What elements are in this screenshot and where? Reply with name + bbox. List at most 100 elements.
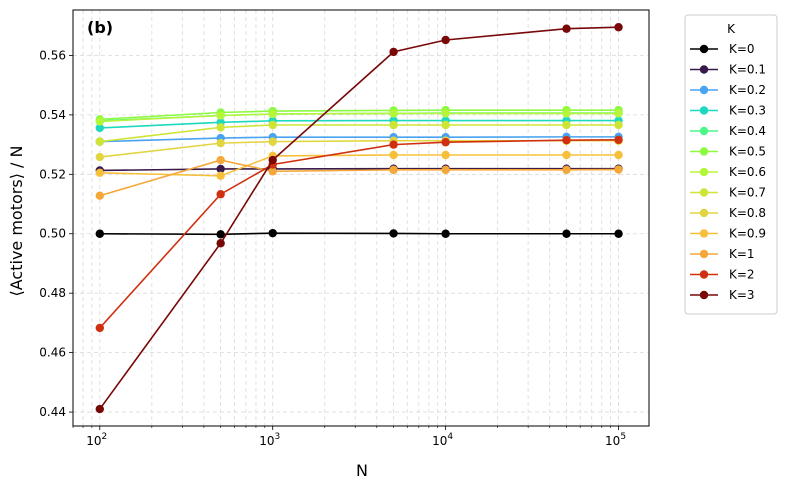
data-point-k-3 xyxy=(614,23,623,32)
y-axis-title: ⟨Active motors⟩ / N xyxy=(7,146,26,297)
legend-swatch-marker xyxy=(699,106,709,115)
legend-entry-k-0-1: K=0.1 xyxy=(690,63,766,77)
data-point-k-0 xyxy=(389,229,398,238)
y-tick-label: 0.44 xyxy=(39,405,66,419)
data-point-k-2 xyxy=(562,135,571,145)
data-point-k-0 xyxy=(614,229,623,238)
legend-label: K=1 xyxy=(729,247,755,261)
data-point-k-0-8 xyxy=(216,138,225,148)
data-point-k-0 xyxy=(216,230,225,239)
data-point-k-0-7 xyxy=(389,120,398,130)
grid xyxy=(72,10,649,426)
data-point-k-3 xyxy=(95,404,104,414)
x-tick-label-base: 10 xyxy=(259,434,274,448)
series-k-0-2 xyxy=(95,132,623,146)
data-point-k-0 xyxy=(441,229,450,238)
data-point-k-0-6 xyxy=(216,111,225,120)
data-point-k-0-1 xyxy=(216,164,225,174)
x-tick-label-base: 10 xyxy=(605,434,620,448)
data-point-k-1 xyxy=(216,155,225,165)
x-tick-label-exponent: 4 xyxy=(447,432,453,442)
legend-swatch-marker xyxy=(699,167,709,177)
legend-swatch-marker xyxy=(699,249,709,259)
legend-entries: K=0 K=0.1 K=0.2 K=0.3 K=0.4 K=0.5 K=0.6 K=0.7 K=… xyxy=(690,42,766,302)
y-tick-label: 0.56 xyxy=(39,48,66,62)
data-point-k-0-7 xyxy=(562,120,571,130)
legend-label: K=0.4 xyxy=(729,124,766,138)
y-tick-label: 0.50 xyxy=(39,227,66,241)
series-line-k-0 xyxy=(99,232,619,236)
data-point-k-3 xyxy=(441,35,450,45)
data-point-k-2 xyxy=(441,138,450,147)
data-point-k-0-7 xyxy=(268,120,277,130)
series-k-3 xyxy=(95,23,623,414)
legend-swatch-marker xyxy=(699,147,709,156)
legend-swatch-marker xyxy=(699,208,709,218)
legend-swatch-marker xyxy=(699,126,709,136)
x-axis-title: N xyxy=(356,461,368,480)
data-point-k-1 xyxy=(441,165,450,175)
data-point-k-0-9 xyxy=(95,168,104,178)
legend-entry-k-0-3: K=0.3 xyxy=(690,104,766,118)
data-point-k-0-9 xyxy=(562,150,571,160)
legend-label: K=0.7 xyxy=(729,186,766,200)
legend-swatch-marker xyxy=(699,229,709,238)
legend-entry-k-0-9: K=0.9 xyxy=(690,227,766,241)
legend-entry-k-1: K=1 xyxy=(690,247,755,261)
data-point-k-0-6 xyxy=(441,109,450,118)
data-point-k-1 xyxy=(95,191,104,200)
data-point-k-0-9 xyxy=(389,150,398,160)
data-point-k-1 xyxy=(389,165,398,175)
x-tick-label-exponent: 3 xyxy=(274,432,280,442)
data-point-k-2 xyxy=(614,135,623,145)
legend-entry-k-0-2: K=0.2 xyxy=(690,83,766,97)
series-k-0 xyxy=(95,228,623,239)
legend-entry-k-0-5: K=0.5 xyxy=(690,145,766,159)
legend-label: K=2 xyxy=(729,268,755,282)
legend-swatch-marker xyxy=(699,65,709,74)
series-line-k-3 xyxy=(99,26,619,410)
legend-entry-k-0-7: K=0.7 xyxy=(690,186,766,200)
legend-swatch-marker xyxy=(699,188,709,197)
legend-swatch-marker xyxy=(699,270,709,279)
x-tick-label: 104 xyxy=(432,432,453,448)
legend-label: K=0.3 xyxy=(729,104,766,118)
legend-entry-k-0-8: K=0.8 xyxy=(690,206,766,220)
legend-label: K=0 xyxy=(729,42,755,56)
data-point-k-0-7 xyxy=(614,120,623,130)
legend-label: K=0.9 xyxy=(729,227,766,241)
data-point-k-0-6 xyxy=(268,109,277,119)
data-point-k-0-6 xyxy=(95,117,104,126)
y-tick-label: 0.46 xyxy=(39,346,66,360)
plot-frame xyxy=(72,9,650,427)
data-point-k-3 xyxy=(562,24,571,33)
x-tick-label: 105 xyxy=(605,432,626,448)
data-point-k-0-7 xyxy=(216,123,225,132)
legend-entry-k-3: K=3 xyxy=(690,288,755,302)
data-point-k-0-9 xyxy=(614,150,623,160)
x-tick-label-base: 10 xyxy=(432,434,447,448)
data-point-k-1 xyxy=(562,165,571,175)
legend-swatch-marker xyxy=(699,290,709,300)
series-k-0-9 xyxy=(95,150,623,181)
data-point-k-3 xyxy=(268,155,277,165)
x-tick-label-base: 10 xyxy=(86,434,101,448)
data-point-k-0-7 xyxy=(95,137,104,146)
legend-label: K=0.6 xyxy=(729,165,766,179)
legend-entry-k-0-4: K=0.4 xyxy=(690,124,766,138)
data-point-k-0-8 xyxy=(95,152,104,162)
data-point-k-0-9 xyxy=(216,171,225,181)
data-point-k-0 xyxy=(95,229,104,238)
y-tick-label: 0.52 xyxy=(39,167,66,181)
data-point-k-0-3 xyxy=(95,123,104,133)
x-tick-label: 103 xyxy=(259,432,280,448)
y-tick-label: 0.48 xyxy=(39,286,66,300)
data-point-k-3 xyxy=(389,47,398,57)
data-point-k-0-6 xyxy=(614,109,623,118)
legend-entry-k-0: K=0 xyxy=(690,42,755,56)
data-point-k-0-8 xyxy=(268,137,277,146)
data-point-k-2 xyxy=(216,190,225,199)
data-point-k-1 xyxy=(614,165,623,174)
series-line-k-1 xyxy=(99,159,619,197)
